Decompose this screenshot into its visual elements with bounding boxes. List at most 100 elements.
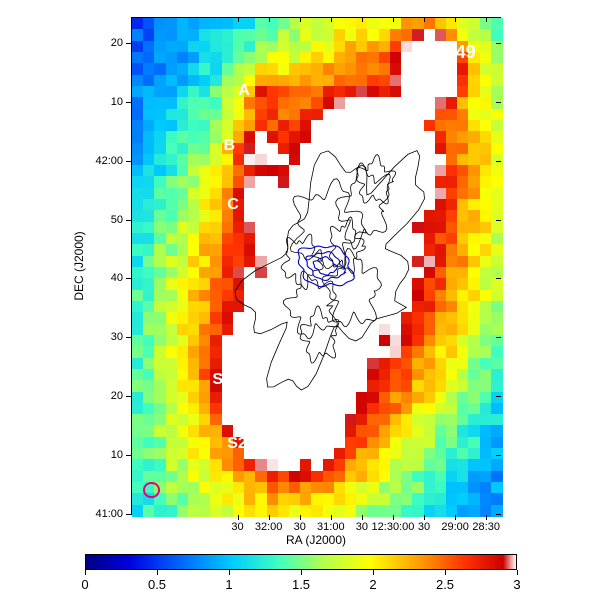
heatmap-pixel [367,505,379,517]
heatmap-pixel [267,188,279,200]
heatmap-pixel [334,505,346,517]
heatmap-pixel [289,301,301,313]
heatmap-pixel [166,448,178,460]
heatmap-pixel [244,358,256,370]
heatmap-pixel [278,493,290,505]
heatmap-pixel [401,41,413,53]
heatmap-pixel [222,75,234,87]
heatmap-pixel [435,392,447,404]
heatmap-pixel [457,210,469,222]
heatmap-pixel [491,154,503,166]
heatmap-pixel [233,335,245,347]
heatmap-pixel [345,380,357,392]
heatmap-pixel [289,75,301,87]
tick-label: 0.5 [148,577,166,592]
heatmap-pixel [491,75,503,87]
heatmap-pixel [210,154,222,166]
heatmap-pixel [267,210,279,222]
tick-label: 1.5 [292,577,310,592]
heatmap-pixel [166,403,178,415]
heatmap-pixel [267,482,279,494]
heatmap-pixel [446,482,458,494]
heatmap-pixel [412,154,424,166]
heatmap-pixel [267,403,279,415]
heatmap-pixel [468,63,480,75]
heatmap-pixel [188,86,200,98]
heatmap-pixel [188,97,200,109]
heatmap-pixel [480,335,492,347]
heatmap-pixel [199,52,211,64]
heatmap-pixel [143,41,155,53]
heatmap-pixel [334,346,346,358]
heatmap-pixel [154,188,166,200]
heatmap-pixel [379,358,391,370]
heatmap-pixel [457,278,469,290]
heatmap-pixel [154,244,166,256]
heatmap-pixel [491,256,503,268]
heatmap-pixel [446,199,458,211]
heatmap-pixel [188,120,200,132]
heatmap-pixel [480,414,492,426]
heatmap-pixel [188,131,200,143]
heatmap-pixel [210,335,222,347]
heatmap-pixel [491,199,503,211]
heatmap-pixel [166,380,178,392]
heatmap-pixel [177,233,189,245]
heatmap-pixel [457,244,469,256]
heatmap-pixel [334,301,346,313]
heatmap-pixel [468,176,480,188]
heatmap-pixel [390,41,402,53]
heatmap-pixel [210,267,222,279]
heatmap-pixel [222,52,234,64]
heatmap-pixel [334,63,346,75]
heatmap-pixel [401,131,413,143]
heatmap-pixel [177,358,189,370]
heatmap-pixel [278,448,290,460]
heatmap-pixel [154,278,166,290]
heatmap-pixel [199,143,211,155]
heatmap-pixel [278,41,290,53]
heatmap-pixel [278,63,290,75]
heatmap-pixel [390,210,402,222]
heatmap-pixel [278,380,290,392]
heatmap-pixel [289,403,301,415]
heatmap-pixel [468,131,480,143]
heatmap-pixel [311,335,323,347]
heatmap-pixel [132,86,144,98]
heatmap-pixel [143,52,155,64]
heatmap-pixel [390,335,402,347]
heatmap-pixel [435,369,447,381]
heatmap-pixel [132,267,144,279]
heatmap-pixel [188,324,200,336]
axis-tick [126,455,131,456]
heatmap-pixel [222,290,234,302]
heatmap-pixel [278,86,290,98]
axis-tick [455,515,456,520]
heatmap-pixel [210,312,222,324]
heatmap-pixel [412,131,424,143]
heatmap-pixel [390,369,402,381]
heatmap-pixel [334,493,346,505]
heatmap-pixel [311,278,323,290]
heatmap-pixel [390,493,402,505]
heatmap-pixel [334,52,346,64]
heatmap-pixel [424,222,436,234]
heatmap-pixel [457,199,469,211]
heatmap-pixel [233,165,245,177]
heatmap-pixel [435,222,447,234]
heatmap-pixel [480,493,492,505]
heatmap-pixel [222,267,234,279]
heatmap-pixel [166,346,178,358]
heatmap-pixel [356,63,368,75]
heatmap-pixel [468,414,480,426]
heatmap-pixel [166,109,178,121]
heatmap-pixel [412,335,424,347]
heatmap-pixel [289,63,301,75]
heatmap-pixel [345,403,357,415]
heatmap-pixel [154,63,166,75]
heatmap-pixel [457,154,469,166]
heatmap-pixel [154,154,166,166]
heatmap-pixel [177,278,189,290]
heatmap-pixel [457,143,469,155]
heatmap-pixel [210,358,222,370]
